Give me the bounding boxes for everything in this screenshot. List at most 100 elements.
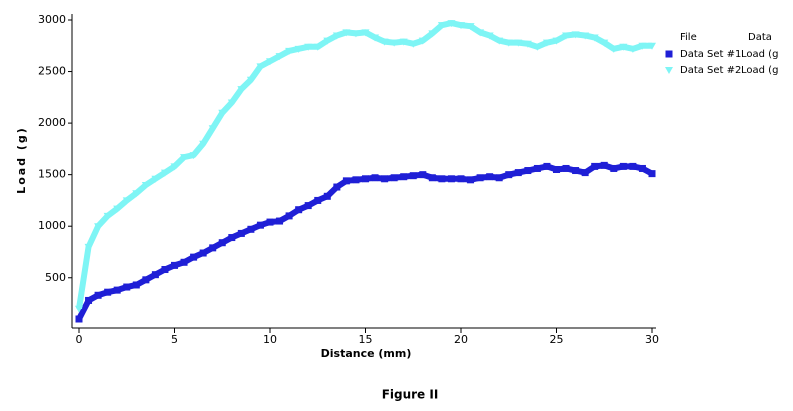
data-point bbox=[266, 218, 274, 226]
y-tick-label: 1500 bbox=[38, 168, 66, 181]
data-point bbox=[171, 261, 178, 269]
data-point bbox=[333, 183, 341, 191]
data-point bbox=[161, 266, 169, 274]
data-point bbox=[266, 58, 274, 66]
data-point bbox=[94, 223, 103, 231]
legend-label: Data Set #1 bbox=[680, 49, 741, 60]
data-point bbox=[151, 175, 160, 183]
data-point bbox=[371, 174, 379, 182]
data-point bbox=[94, 291, 102, 299]
x-tick-label: 5 bbox=[171, 333, 178, 346]
x-tick-label: 10 bbox=[263, 333, 277, 346]
data-point bbox=[160, 169, 169, 177]
x-tick-label: 15 bbox=[359, 333, 373, 346]
data-point bbox=[542, 39, 551, 47]
data-point bbox=[151, 271, 159, 279]
data-point bbox=[103, 212, 112, 220]
data-point bbox=[294, 45, 303, 53]
data-point bbox=[180, 154, 189, 162]
data-point bbox=[228, 234, 236, 242]
data-point bbox=[562, 32, 571, 40]
data-point bbox=[638, 42, 647, 50]
data-point bbox=[362, 175, 369, 183]
x-axis-label: Distance (mm) bbox=[321, 347, 412, 360]
y-tick-label: 3000 bbox=[38, 13, 66, 26]
data-point bbox=[467, 176, 475, 184]
legend-marker bbox=[665, 50, 673, 58]
data-point bbox=[380, 38, 389, 46]
data-point bbox=[275, 53, 284, 61]
data-point bbox=[457, 22, 465, 30]
data-point bbox=[572, 167, 580, 175]
x-tick-label: 0 bbox=[76, 333, 83, 346]
data-point bbox=[237, 229, 245, 237]
y-tick-label: 500 bbox=[45, 271, 66, 284]
data-point bbox=[332, 32, 341, 40]
data-point bbox=[75, 315, 83, 323]
data-point bbox=[476, 174, 484, 182]
data-point bbox=[447, 175, 455, 183]
data-point bbox=[199, 140, 208, 148]
data-point bbox=[323, 37, 332, 45]
y-tick-label: 2000 bbox=[38, 116, 66, 129]
y-axis-label: Load (g) bbox=[15, 126, 28, 194]
data-point bbox=[104, 288, 112, 296]
data-point bbox=[123, 283, 131, 291]
data-point bbox=[381, 175, 389, 183]
legend-label: Data Set #2 bbox=[680, 65, 741, 76]
data-point bbox=[237, 86, 246, 94]
data-point bbox=[648, 170, 656, 178]
data-point bbox=[304, 202, 312, 210]
data-point bbox=[189, 152, 198, 160]
data-point bbox=[638, 164, 646, 172]
data-point bbox=[218, 239, 226, 247]
data-point bbox=[304, 43, 313, 51]
data-point bbox=[619, 162, 627, 170]
legend-header: File bbox=[680, 32, 697, 43]
data-point bbox=[418, 37, 427, 45]
data-point bbox=[323, 192, 331, 200]
data-point bbox=[437, 22, 446, 30]
data-point bbox=[113, 205, 122, 213]
data-point bbox=[447, 20, 456, 28]
data-point bbox=[361, 29, 370, 37]
data-point bbox=[409, 40, 418, 48]
data-point bbox=[505, 171, 513, 179]
data-point bbox=[485, 32, 494, 40]
data-point bbox=[552, 37, 561, 45]
legend-data: Load (g bbox=[741, 65, 778, 76]
data-point bbox=[514, 169, 522, 177]
data-point bbox=[438, 175, 446, 183]
data-point bbox=[208, 125, 217, 133]
data-point bbox=[409, 172, 417, 180]
data-point bbox=[628, 45, 637, 53]
data-point bbox=[610, 164, 618, 172]
data-point bbox=[313, 43, 322, 51]
data-point bbox=[352, 176, 360, 184]
data-point bbox=[543, 162, 551, 170]
data-point bbox=[227, 99, 236, 107]
data-point bbox=[342, 177, 350, 185]
data-point bbox=[390, 39, 399, 47]
data-point bbox=[495, 174, 503, 182]
series-line bbox=[76, 162, 654, 321]
data-point bbox=[514, 39, 523, 47]
x-tick-label: 25 bbox=[550, 333, 564, 346]
data-point bbox=[600, 39, 609, 47]
data-point bbox=[371, 34, 380, 42]
data-point bbox=[285, 47, 294, 55]
data-point bbox=[84, 243, 93, 251]
y-tick-label: 1000 bbox=[38, 219, 66, 232]
data-point bbox=[619, 43, 628, 51]
data-point bbox=[524, 167, 532, 175]
data-point bbox=[591, 162, 599, 170]
data-point bbox=[495, 37, 504, 45]
data-point bbox=[180, 258, 188, 266]
y-tick-label: 2500 bbox=[38, 65, 66, 78]
data-point bbox=[581, 169, 589, 177]
data-point bbox=[276, 217, 284, 225]
data-point bbox=[132, 190, 141, 198]
data-point bbox=[571, 31, 580, 39]
data-point bbox=[199, 249, 207, 257]
